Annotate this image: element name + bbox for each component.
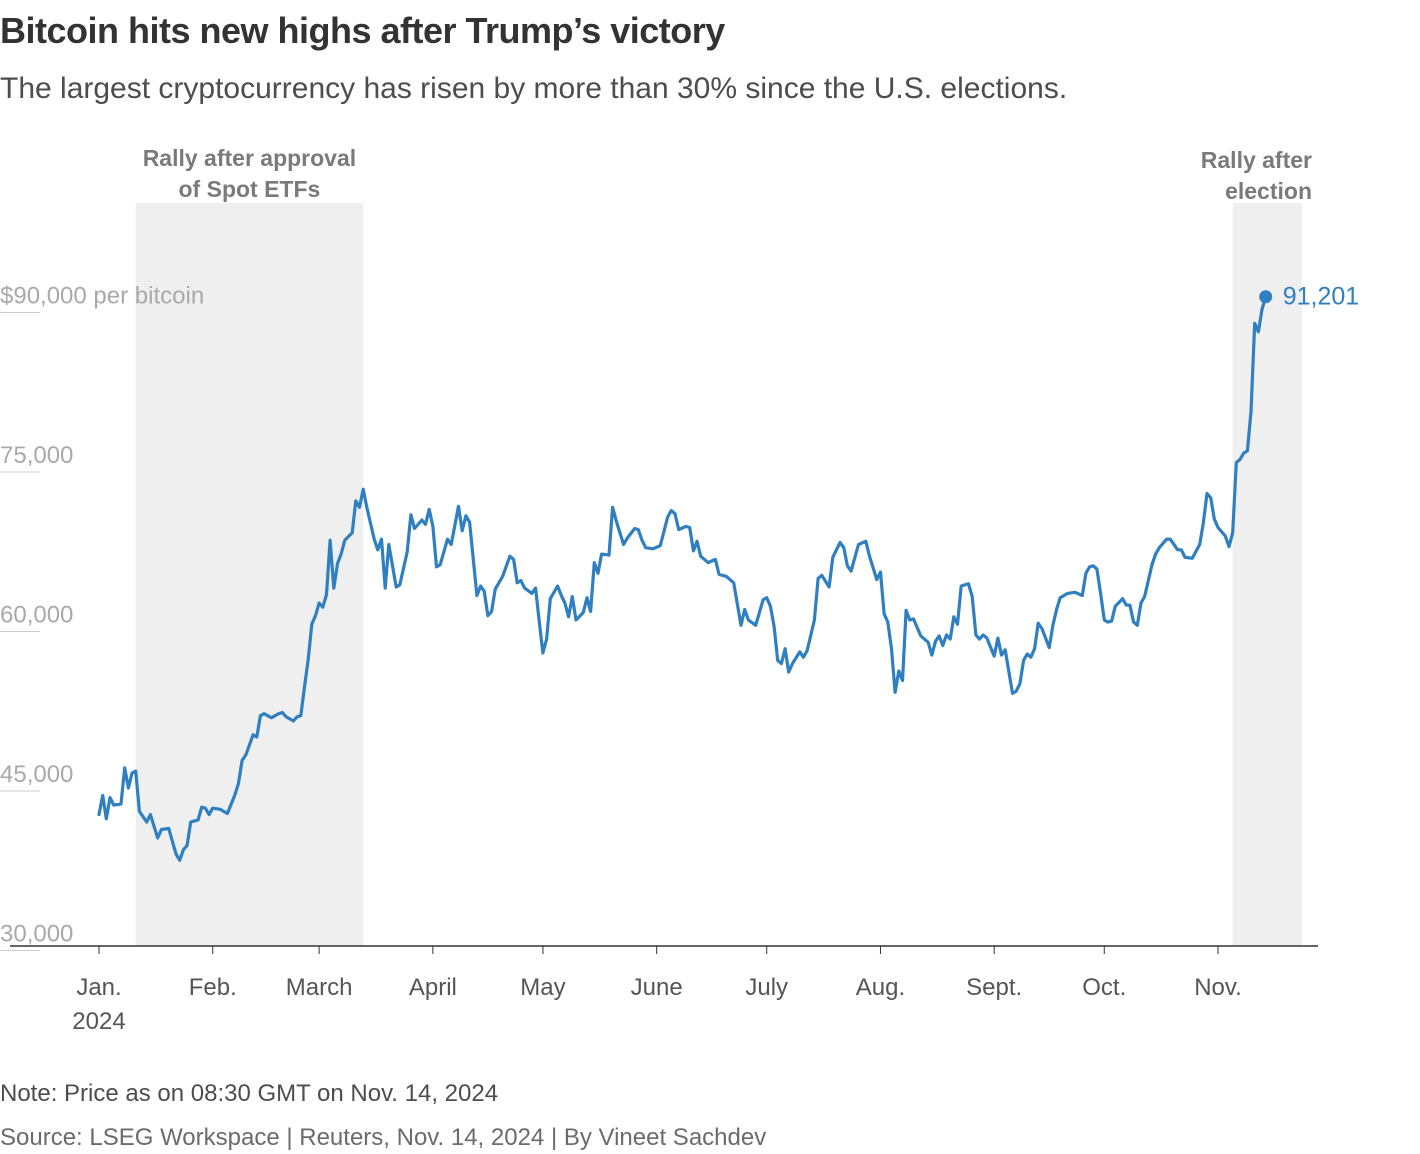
highlight-band-1	[1232, 203, 1302, 946]
y-tick-label-2: 60,000	[0, 602, 73, 629]
highlight-bands: Rally after approval of Spot ETFs Rally af…	[135, 145, 1312, 946]
end-point-marker	[1259, 290, 1273, 304]
x-tick-label-1: Feb.	[189, 974, 237, 1001]
chart-title: Bitcoin hits new highs after Trump’s vic…	[0, 10, 725, 51]
y-tick-label-1: 75,000	[0, 442, 73, 469]
x-tick-label-10: Nov.	[1194, 974, 1242, 1001]
x-tick-label-2: March	[286, 974, 353, 1001]
x-tick-label-6: July	[745, 974, 788, 1001]
x-tick-label-5: June	[631, 974, 683, 1001]
y-tick-label-3: 45,000	[0, 761, 73, 788]
band-label-1-0: Rally after	[1201, 147, 1312, 173]
x-axis: Jan. 2024 Feb. March April May June July Aug. Sep…	[10, 945, 1318, 1035]
band-label-0-1: of Spot ETFs	[179, 176, 321, 202]
end-point-label: 91,201	[1283, 283, 1359, 311]
x-tick-label-9: Oct.	[1082, 974, 1126, 1001]
band-label-0-0: Rally after approval	[143, 145, 356, 171]
y-tick-label-4: 30,000	[0, 921, 73, 948]
x-tick-label-7: Aug.	[856, 974, 905, 1001]
y-unit-label: per bitcoin	[87, 283, 204, 310]
x-tick-sublabel-0: 2024	[72, 1008, 125, 1035]
x-tick-label-3: April	[409, 974, 457, 1001]
y-axis: $90,000 per bitcoin 75,000 60,000 45,000 30,…	[0, 283, 204, 951]
price-line-series: 91,201	[97, 283, 1359, 862]
chart-source: Source: LSEG Workspace | Reuters, Nov. 1…	[0, 1124, 767, 1151]
x-tick-label-8: Sept.	[966, 974, 1022, 1001]
y-tick-label-0: $90,000 per bitcoin	[0, 283, 204, 310]
highlight-band-0	[135, 203, 364, 946]
chart-subtitle: The largest cryptocurrency has risen by …	[0, 72, 1068, 105]
chart-note: Note: Price as on 08:30 GMT on Nov. 14, …	[0, 1080, 499, 1107]
x-tick-label-4: May	[520, 974, 565, 1001]
band-label-1-1: election	[1225, 178, 1312, 204]
series-line-0	[97, 295, 1268, 862]
x-tick-label-0: Jan.	[76, 974, 121, 1001]
